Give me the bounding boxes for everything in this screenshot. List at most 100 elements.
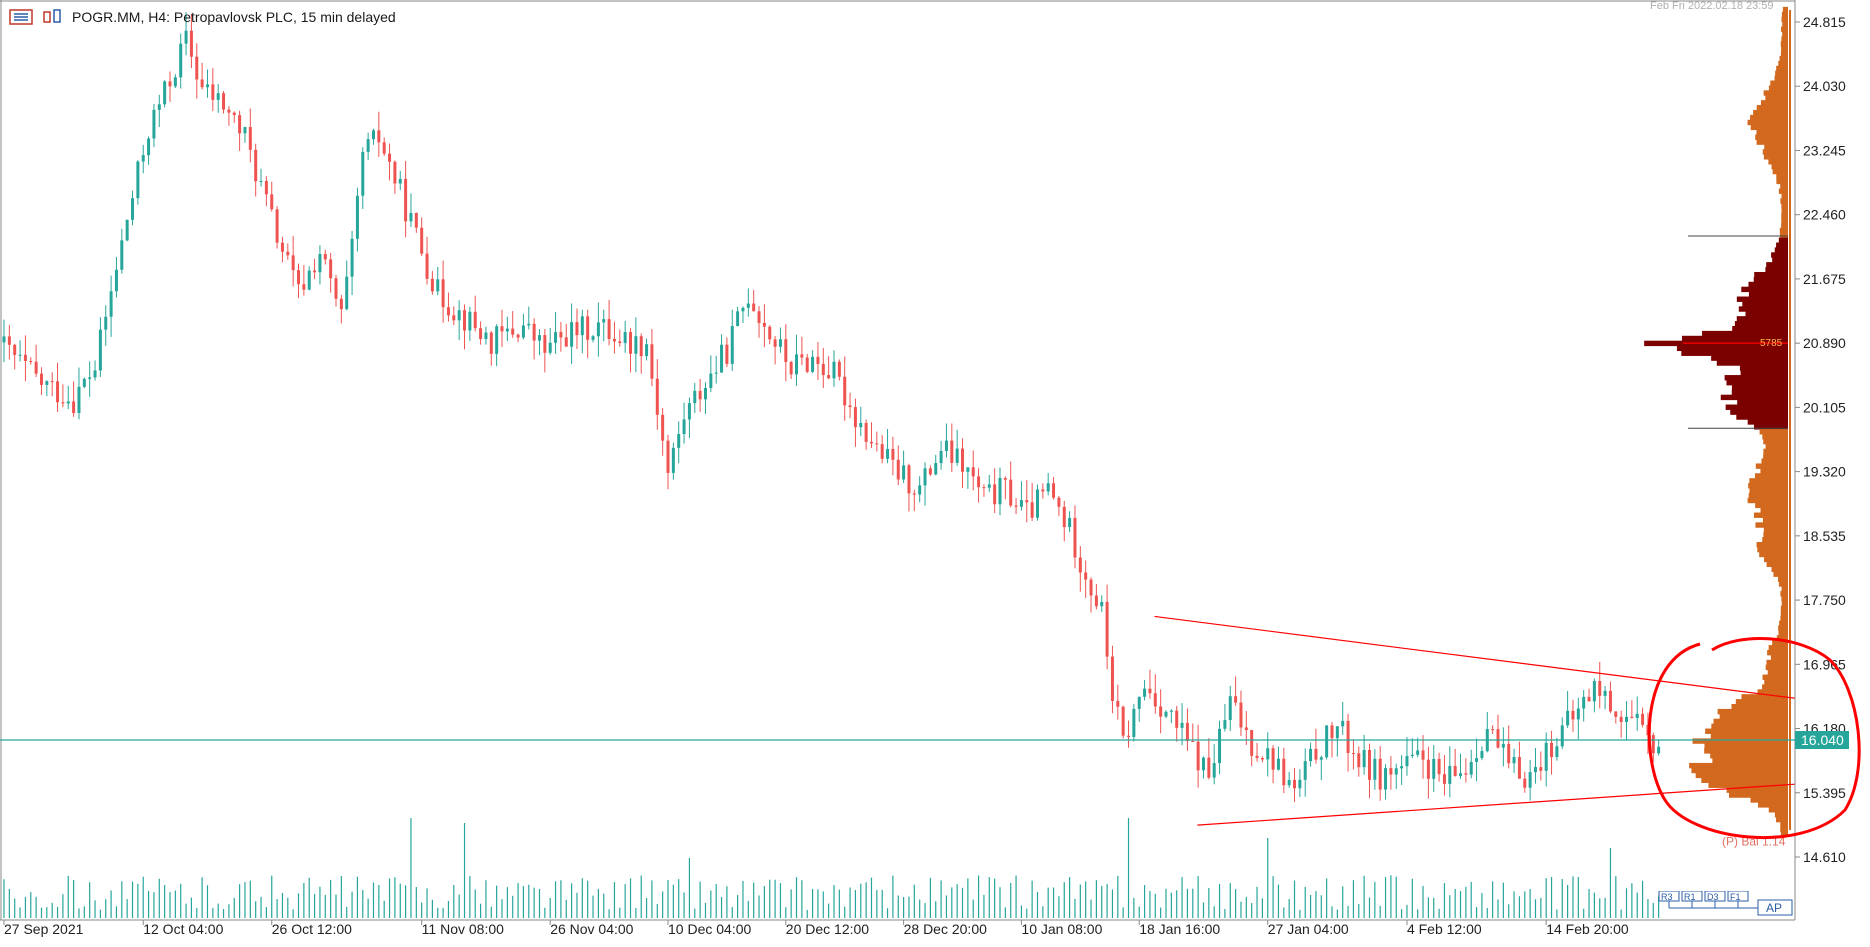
candle-body: [1105, 601, 1109, 657]
x-tick-label: 14 Feb 20:00: [1546, 921, 1629, 937]
candle-body: [703, 387, 707, 400]
candle-body: [1041, 489, 1045, 492]
trendline[interactable]: [1154, 615, 1796, 699]
profile-bar: [1778, 625, 1788, 631]
candle-body: [869, 441, 873, 444]
profile-bar: [1781, 222, 1788, 229]
candle-body: [682, 419, 686, 435]
candle-body: [1014, 505, 1018, 507]
profile-bar: [1756, 129, 1788, 136]
profile-bar: [1765, 95, 1788, 101]
candle-body: [136, 161, 140, 199]
candle-body: [350, 238, 354, 277]
candle-body: [1587, 696, 1591, 702]
candle-body: [232, 112, 236, 116]
profile-bar: [1720, 394, 1788, 401]
profile-bar: [1753, 512, 1788, 518]
candle-body: [254, 149, 258, 182]
annotation-circle[interactable]: [1647, 637, 1861, 839]
profile-bar: [1762, 517, 1788, 523]
candle-body: [88, 377, 92, 379]
candle-body: [1282, 758, 1286, 786]
profile-bar: [1771, 252, 1788, 258]
x-tick-label: 20 Dec 12:00: [786, 921, 869, 937]
overlays: 16.040: [0, 637, 1861, 839]
profile-bar: [1781, 595, 1788, 602]
profile-bar: [1760, 100, 1788, 106]
candle-body: [602, 319, 606, 323]
profile-bar: [1736, 414, 1788, 420]
candle-body: [382, 142, 386, 154]
candle-body: [1550, 742, 1554, 758]
profile-bar: [1711, 723, 1788, 730]
profile-bar: [1712, 757, 1788, 764]
profile-bar: [1762, 149, 1788, 155]
candle-body: [789, 361, 793, 375]
y-tick-label: 24.030: [1803, 78, 1846, 94]
candle-body: [1298, 779, 1302, 789]
candlesticks: [2, 12, 1661, 802]
candle-body: [918, 485, 922, 495]
candle-body: [371, 130, 375, 140]
profile-bar: [1781, 208, 1788, 214]
candle-body: [1266, 748, 1270, 760]
profile-bar: [1767, 649, 1788, 656]
candle-body: [521, 325, 525, 338]
candle-body: [377, 130, 381, 143]
list-menu-icon[interactable]: [8, 8, 34, 26]
profile-bar: [1779, 227, 1788, 234]
candle-body: [243, 127, 247, 134]
candle-body: [1507, 743, 1511, 764]
ap-button[interactable]: [1757, 899, 1793, 916]
profile-bar: [1776, 635, 1788, 641]
candle-body: [607, 319, 611, 339]
toolbar-button-label: D3: [1707, 892, 1719, 902]
profile-bar: [1782, 6, 1788, 13]
profile-bar: [1748, 483, 1788, 489]
profile-bar: [1781, 203, 1788, 209]
profile-bar: [1781, 586, 1788, 592]
profile-bar: [1705, 728, 1788, 734]
candle-body: [1025, 500, 1029, 503]
candle-body: [436, 279, 440, 292]
candle-body: [880, 444, 884, 459]
profile-bar: [1768, 85, 1788, 91]
candle-body: [773, 339, 777, 347]
profile-bar: [1774, 811, 1788, 818]
candle-body: [634, 336, 638, 354]
profile-bar: [1762, 684, 1788, 690]
profile-bar: [1782, 31, 1788, 37]
candle-body: [1309, 748, 1313, 762]
profile-bar: [1780, 610, 1788, 617]
candle-body: [1228, 696, 1232, 720]
candle-body: [1030, 502, 1034, 518]
candle-body: [795, 354, 799, 375]
profile-bar: [1781, 11, 1788, 18]
profile-bar: [1689, 762, 1788, 769]
profile-bar: [1701, 777, 1788, 784]
trendline[interactable]: [1197, 783, 1796, 826]
profile-bar: [1731, 384, 1788, 391]
candle-body: [66, 401, 70, 404]
candle-body: [1544, 742, 1548, 771]
profile-bar: [1731, 389, 1788, 396]
candle-body: [1314, 748, 1318, 760]
profile-bar: [1773, 571, 1788, 577]
candle-body: [425, 253, 429, 279]
candle-body: [1330, 725, 1334, 739]
profile-bar: [1754, 424, 1788, 430]
candles-icon[interactable]: [40, 8, 66, 26]
profile-bar: [1772, 640, 1788, 646]
profile-bar: [1708, 782, 1788, 788]
profile-bar: [1748, 291, 1788, 298]
candle-body: [13, 344, 17, 355]
candle-body: [23, 354, 27, 361]
candle-body: [987, 484, 991, 488]
candle-body: [1394, 768, 1398, 775]
profile-bar: [1781, 26, 1788, 32]
candle-body: [1421, 750, 1425, 760]
candle-body: [661, 414, 665, 441]
trendlines: [1154, 615, 1796, 826]
